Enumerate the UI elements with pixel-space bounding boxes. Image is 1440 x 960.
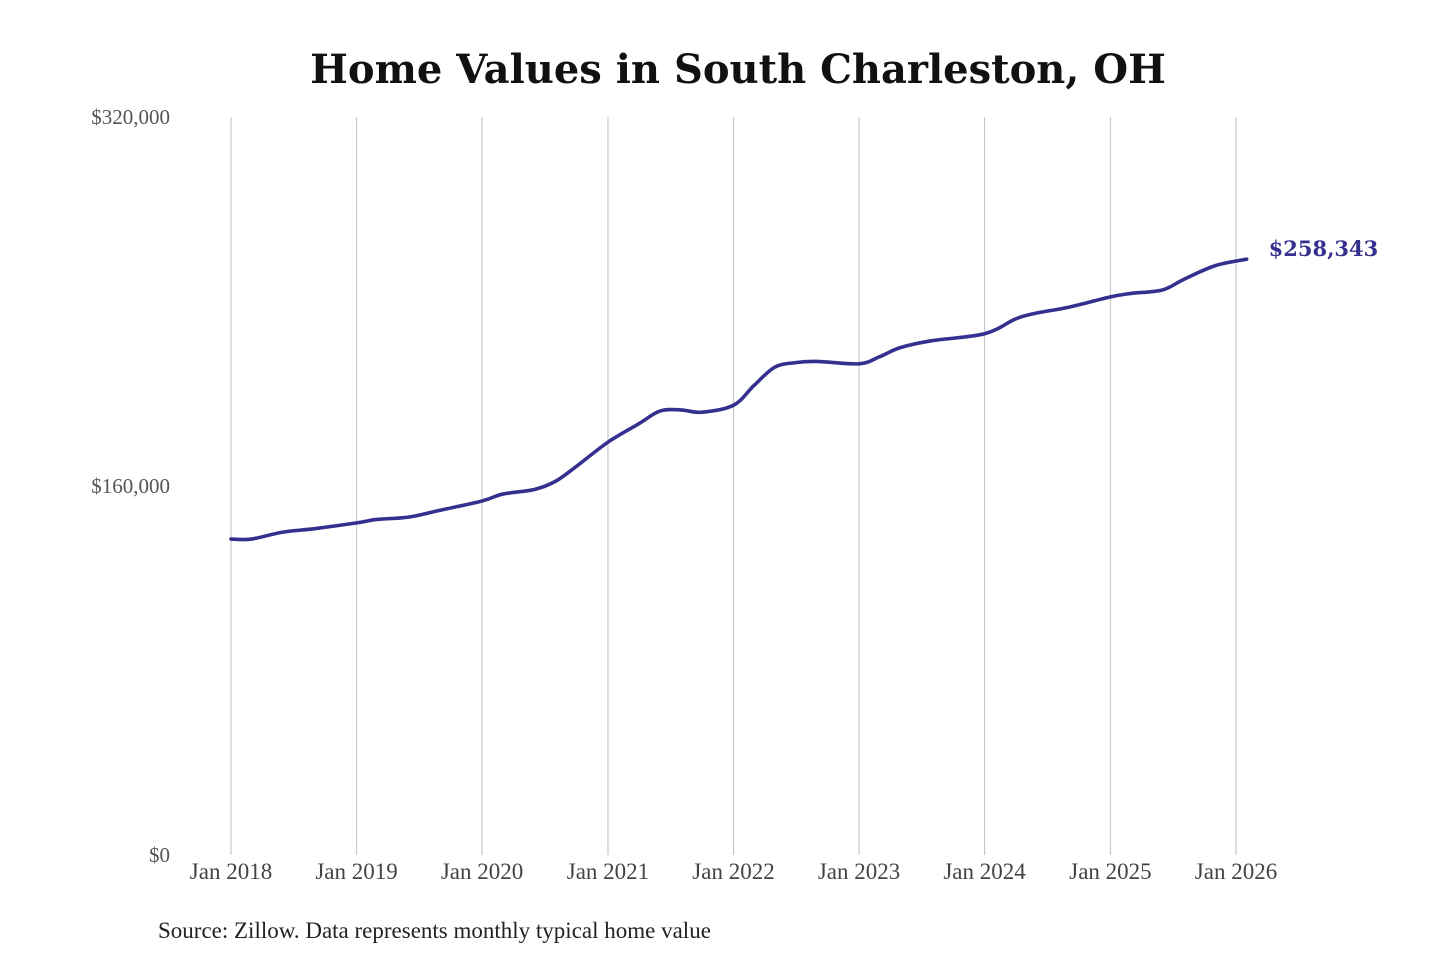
x-tick-label: Jan 2018 — [190, 859, 272, 884]
series-layer: $258,343 — [229, 236, 1379, 542]
end-value-label: $258,343 — [1269, 236, 1379, 261]
y-tick-label: $320,000 — [91, 105, 170, 129]
gridlines — [230, 117, 1237, 855]
y-tick-label: $160,000 — [91, 474, 170, 498]
series-line — [229, 257, 1249, 542]
y-axis-ticks: $0 $160,000 $320,000 — [91, 105, 170, 867]
x-tick-label: Jan 2019 — [315, 859, 397, 884]
y-tick-label: $0 — [149, 843, 170, 867]
x-tick-label: Jan 2020 — [441, 859, 523, 884]
x-tick-label: Jan 2024 — [943, 859, 1026, 884]
x-tick-label: Jan 2022 — [692, 859, 774, 884]
source-note: Source: Zillow. Data represents monthly … — [158, 918, 711, 943]
x-tick-label: Jan 2023 — [818, 859, 900, 884]
chart-title: Home Values in South Charleston, OH — [310, 46, 1166, 93]
x-tick-label: Jan 2025 — [1069, 859, 1151, 884]
x-tick-label: Jan 2026 — [1195, 859, 1277, 884]
x-tick-label: Jan 2021 — [567, 859, 649, 884]
x-axis-ticks: Jan 2018 Jan 2019 Jan 2020 Jan 2021 Jan 2022… — [190, 859, 1277, 884]
